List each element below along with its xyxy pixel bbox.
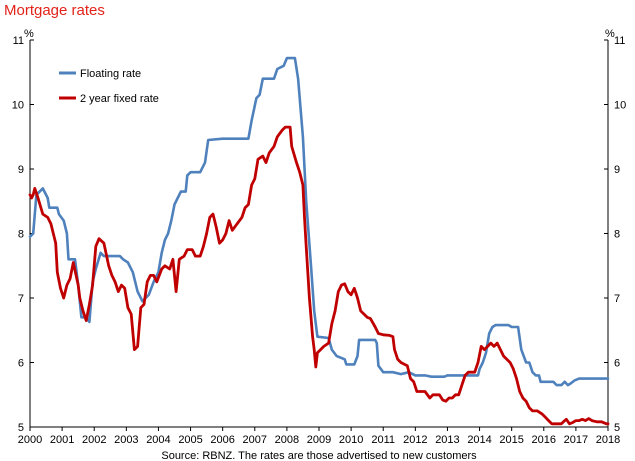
y-tick-label-left: 5 <box>18 422 24 434</box>
y-tick-label-left: 9 <box>18 164 24 176</box>
y-tick-label-right: 9 <box>614 164 620 176</box>
x-tick-label: 2016 <box>532 434 556 446</box>
series-lines <box>28 56 610 426</box>
x-tick-label: 2008 <box>275 434 299 446</box>
x-tick-label: 2001 <box>50 434 74 446</box>
x-tick-label: 2015 <box>499 434 523 446</box>
x-tick-label: 2000 <box>18 434 42 446</box>
x-tick-label: 2017 <box>564 434 588 446</box>
series-line-floating-rate <box>28 56 610 387</box>
x-tick-label: 2004 <box>146 434 170 446</box>
x-tick-label: 2010 <box>339 434 363 446</box>
y-axis-right-unit: % <box>605 28 615 40</box>
legend: Floating rate 2 year fixed rate <box>59 68 159 105</box>
y-axis-right-ticks: 5 6 7 8 9 10 11 <box>604 35 626 434</box>
y-tick-label-right: 10 <box>614 100 626 112</box>
plot-area <box>30 40 608 427</box>
x-tick-label: 2002 <box>82 434 106 446</box>
x-tick-label: 2014 <box>467 434 491 446</box>
series-line-2-year-fixed-rate <box>28 125 610 426</box>
y-tick-label-right: 11 <box>614 35 625 47</box>
x-tick-label: 2013 <box>435 434 459 446</box>
y-tick-label-right: 5 <box>614 422 620 434</box>
y-tick-label-left: 6 <box>18 358 24 370</box>
x-tick-label: 2005 <box>178 434 202 446</box>
y-tick-label-right: 8 <box>614 229 620 241</box>
y-axis-left-unit: % <box>24 28 34 40</box>
x-tick-label: 2012 <box>403 434 427 446</box>
y-tick-label-left: 11 <box>13 35 24 47</box>
y-tick-label-left: 8 <box>18 229 24 241</box>
x-tick-label: 2011 <box>371 434 395 446</box>
legend-label-2-year-fixed-rate: 2 year fixed rate <box>80 93 159 105</box>
y-tick-label-right: 6 <box>614 358 620 370</box>
x-tick-label: 2006 <box>210 434 234 446</box>
x-tick-label: 2018 <box>596 434 620 446</box>
x-tick-label: 2003 <box>114 434 138 446</box>
legend-label-floating-rate: Floating rate <box>80 68 141 80</box>
x-axis-ticks: 2000 2001 2002 2003 2004 2005 2006 2007 2008 2009… <box>18 427 620 446</box>
y-tick-label-left: 10 <box>12 100 24 112</box>
y-tick-label-right: 7 <box>614 293 620 305</box>
chart-title: Mortgage rates <box>4 2 105 19</box>
source-note: Source: RBNZ. The rates are those advert… <box>161 450 477 461</box>
x-tick-label: 2007 <box>243 434 267 446</box>
y-tick-label-left: 7 <box>18 293 24 305</box>
x-tick-label: 2009 <box>307 434 331 446</box>
